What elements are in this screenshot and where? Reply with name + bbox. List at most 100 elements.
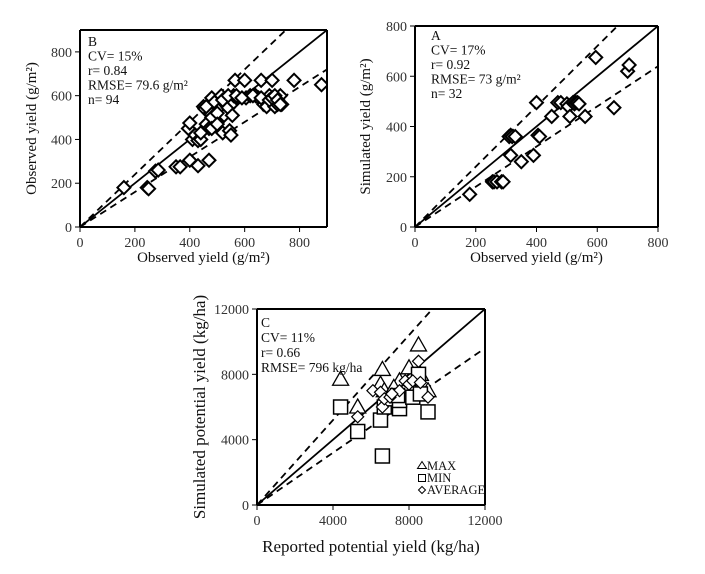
x-tick-label: 8000	[395, 514, 423, 529]
data-point	[224, 107, 241, 124]
line-lower	[257, 347, 485, 505]
stat-annotation: CV= 11%	[261, 330, 315, 345]
data-point	[502, 147, 519, 164]
data-point	[223, 127, 239, 143]
data-point	[198, 98, 215, 115]
data-point-max	[331, 369, 350, 386]
x-tick-label: 200	[465, 236, 486, 251]
stat-annotation: RMSE= 73 g/m²	[431, 72, 521, 87]
panel-label: A	[431, 28, 441, 43]
stat-annotation: RMSE= 796 kg/ha	[261, 360, 362, 375]
data-point	[561, 108, 578, 125]
data-point-average	[413, 375, 428, 390]
data-point	[531, 128, 548, 145]
data-point	[209, 116, 226, 133]
data-point	[172, 158, 189, 175]
x-tick-label: 0	[254, 514, 261, 529]
x-tick-label: 800	[289, 236, 310, 251]
panel-label: C	[261, 315, 270, 330]
x-tick-label: 600	[234, 236, 255, 251]
x-tick-label: 400	[179, 236, 200, 251]
data-point	[264, 72, 281, 89]
stat-annotation: n= 32	[431, 86, 462, 101]
y-tick-label: 800	[51, 46, 72, 61]
line-upper	[257, 309, 434, 505]
panel-label: B	[88, 34, 97, 49]
y-axis-label: Simulated potential yield (kg/ha)	[190, 295, 209, 519]
data-point	[528, 94, 545, 111]
y-tick-label: 800	[386, 20, 407, 35]
y-tick-label: 0	[242, 499, 249, 514]
x-axis-label: Observed yield (g/m²)	[470, 250, 603, 266]
x-tick-label: 600	[587, 236, 608, 251]
stat-annotation: r= 0.66	[261, 345, 300, 360]
y-tick-label: 600	[51, 90, 72, 105]
legend-label-average: AVERAGE	[427, 483, 485, 497]
legend-label-max: MAX	[427, 459, 456, 473]
data-point-min	[374, 448, 391, 464]
y-tick-label: 200	[51, 177, 72, 192]
y-tick-label: 0	[65, 221, 72, 236]
reference-lines	[415, 26, 658, 227]
y-tick-label: 0	[400, 221, 407, 236]
data-point-average	[421, 390, 435, 405]
stat-annotation: RMSE= 79.6 g/m²	[88, 78, 188, 93]
data-point-max	[409, 335, 428, 352]
data-point	[461, 186, 478, 203]
legend-marker-min	[418, 474, 426, 482]
data-point	[525, 147, 542, 164]
x-tick-label: 800	[648, 236, 669, 251]
y-axis-label: Simulated yield (g/m²)	[358, 58, 374, 194]
data-point	[286, 72, 302, 89]
data-point-min	[420, 404, 436, 420]
stat-annotation: CV= 17%	[431, 43, 486, 58]
data-point	[495, 173, 512, 190]
data-point	[272, 96, 289, 113]
data-point	[140, 180, 157, 197]
data-point	[513, 153, 530, 170]
x-axis-label: Reported potential yield (kg/ha)	[262, 537, 480, 556]
panel-c: 0 4000 8000 12000 0 4000 8000 12000 Reported pot…	[190, 295, 503, 556]
data-point-min	[349, 423, 366, 440]
panel-b: 0 200 400 600 800 0 200 400 600 800 Observed yield…	[24, 29, 328, 266]
data-point	[150, 162, 167, 179]
y-tick-label: 4000	[221, 434, 249, 449]
data-point	[507, 128, 524, 145]
data-point	[115, 179, 132, 196]
data-point-max	[373, 360, 392, 377]
data-point	[313, 76, 327, 93]
data-point	[253, 72, 270, 89]
data-point	[543, 108, 560, 125]
data-point-average	[385, 387, 399, 401]
x-tick-label: 400	[526, 236, 547, 251]
stat-annotation: CV= 15%	[88, 49, 143, 64]
data-point	[192, 124, 209, 141]
data-point	[190, 157, 206, 174]
data-point-min	[332, 399, 349, 415]
legend-label-min: MIN	[427, 471, 451, 485]
data-point-min	[372, 412, 389, 428]
data-point	[571, 95, 587, 112]
data-point	[621, 57, 638, 73]
legend-marker-average	[417, 485, 427, 495]
data-point-average	[350, 409, 365, 424]
y-tick-label: 600	[386, 70, 407, 85]
y-tick-label: 400	[386, 121, 407, 136]
x-tick-label: 0	[77, 236, 84, 251]
panel-a: 0 200 400 600 800 0 200 400 600 800 Observed yield…	[358, 20, 669, 266]
reference-lines	[257, 309, 485, 505]
data-point-average	[411, 354, 426, 369]
x-tick-label: 12000	[468, 514, 503, 529]
points	[461, 49, 638, 203]
y-tick-label: 12000	[214, 303, 249, 318]
x-tick-label: 0	[412, 236, 419, 251]
legend-marker-max	[416, 460, 428, 469]
y-tick-label: 200	[386, 171, 407, 186]
line-lower	[415, 65, 658, 227]
data-point	[236, 72, 253, 89]
stat-annotation: r= 0.92	[431, 57, 470, 72]
line-upper	[415, 26, 619, 227]
line-1-to-1	[257, 309, 485, 505]
